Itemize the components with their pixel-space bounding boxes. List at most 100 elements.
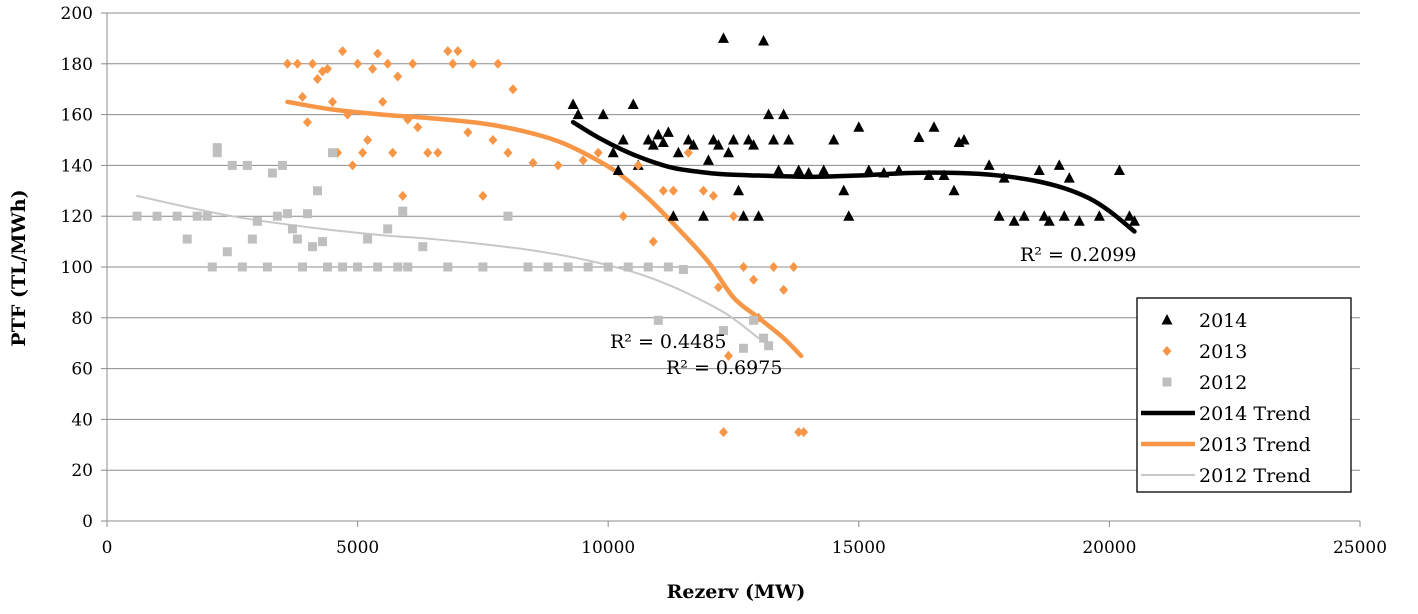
point-2012 — [287, 224, 297, 234]
point-2014 — [768, 134, 780, 145]
point-2014 — [652, 128, 664, 140]
point-2012 — [363, 234, 373, 244]
y-tick-label: 40 — [71, 410, 93, 430]
point-2014 — [667, 210, 679, 221]
point-2014 — [803, 167, 815, 178]
legend-label: 2013 Trend — [1199, 434, 1311, 456]
point-2014 — [728, 134, 739, 145]
point-2014 — [1123, 210, 1135, 221]
y-tick-label: 20 — [71, 461, 93, 481]
point-2014 — [687, 139, 699, 150]
point-2013 — [348, 160, 358, 171]
y-tick-label: 120 — [61, 207, 93, 227]
point-2014 — [818, 164, 830, 175]
point-2013 — [749, 274, 759, 285]
y-axis-title: PTF (TL/MWh) — [8, 189, 30, 346]
point-2014 — [567, 98, 579, 109]
point-2012 — [543, 262, 553, 272]
point-2013 — [508, 84, 518, 95]
point-2013 — [323, 63, 333, 74]
point-2012 — [252, 216, 262, 226]
point-2013 — [718, 427, 728, 438]
point-2014 — [1073, 215, 1085, 226]
point-2013 — [328, 96, 338, 107]
point-2014 — [712, 139, 724, 150]
point-2013 — [313, 74, 323, 85]
point-2014 — [1008, 215, 1020, 226]
point-2014 — [597, 108, 609, 120]
point-2012 — [478, 262, 488, 272]
point-2014 — [758, 34, 770, 46]
legend: 2014 2013 2012 2014 Trend 2013 Trend 2012 Tre… — [1136, 297, 1352, 493]
point-2014 — [733, 184, 745, 196]
point-2013 — [723, 350, 733, 361]
point-2013 — [413, 122, 423, 133]
point-2014 — [1053, 159, 1065, 170]
legend-label: 2012 — [1199, 372, 1247, 394]
point-2014 — [707, 134, 719, 145]
legend-marker-2013 — [1162, 346, 1172, 356]
point-2013 — [648, 236, 658, 247]
point-2013 — [708, 190, 718, 201]
point-2014 — [748, 139, 760, 150]
point-2014 — [642, 134, 654, 145]
point-2013 — [468, 58, 478, 69]
point-2013 — [698, 185, 708, 196]
point-2014 — [893, 164, 905, 175]
point-2013 — [578, 155, 588, 166]
point-2012 — [563, 262, 573, 272]
point-2014 — [928, 121, 940, 132]
point-2014 — [617, 134, 629, 145]
point-2014 — [572, 108, 584, 120]
point-2013 — [408, 58, 418, 69]
point-2012 — [267, 168, 277, 178]
y-tick-label: 200 — [61, 4, 93, 24]
point-2012 — [503, 211, 513, 221]
point-2014 — [948, 184, 960, 196]
point-2013 — [343, 109, 353, 120]
point-2013 — [368, 63, 378, 74]
point-2013 — [292, 58, 302, 69]
point-2013 — [393, 71, 403, 82]
point-2014 — [697, 210, 709, 221]
x-tick-label: 0 — [102, 538, 113, 558]
point-2013 — [282, 58, 292, 69]
point-2013 — [378, 96, 388, 107]
point-2012 — [237, 262, 247, 272]
point-2013 — [478, 190, 488, 201]
point-2014 — [993, 210, 1005, 221]
point-2012 — [292, 234, 302, 244]
point-2012 — [318, 237, 328, 247]
point-2013 — [307, 58, 317, 69]
point-2014 — [647, 139, 659, 150]
r2-label: R² = 0.4485 — [610, 331, 726, 353]
point-2013 — [423, 147, 433, 158]
point-2012 — [132, 211, 142, 221]
legend-box — [1136, 297, 1352, 493]
point-2012 — [222, 247, 232, 257]
point-2013 — [448, 58, 458, 69]
point-2012 — [212, 143, 222, 153]
point-2012 — [313, 186, 323, 196]
point-2014 — [672, 146, 684, 158]
point-2013 — [388, 147, 398, 158]
point-2012 — [443, 262, 453, 272]
point-2012 — [323, 262, 333, 272]
point-2014 — [783, 134, 795, 145]
point-2012 — [302, 209, 312, 219]
point-2014 — [793, 164, 805, 175]
y-tick-label: 180 — [61, 55, 93, 75]
r2-label: R² = 0.2099 — [1020, 244, 1136, 266]
point-2013 — [739, 262, 749, 272]
point-2014 — [612, 164, 624, 175]
point-2014 — [958, 134, 970, 145]
point-2013 — [794, 427, 804, 438]
point-2012 — [718, 326, 728, 335]
point-2014 — [1093, 210, 1105, 221]
point-2013 — [383, 58, 393, 69]
point-2013 — [713, 282, 723, 293]
point-2014 — [717, 32, 729, 43]
2014-trend-line — [570, 119, 1137, 234]
x-tick-label: 10000 — [581, 538, 635, 558]
